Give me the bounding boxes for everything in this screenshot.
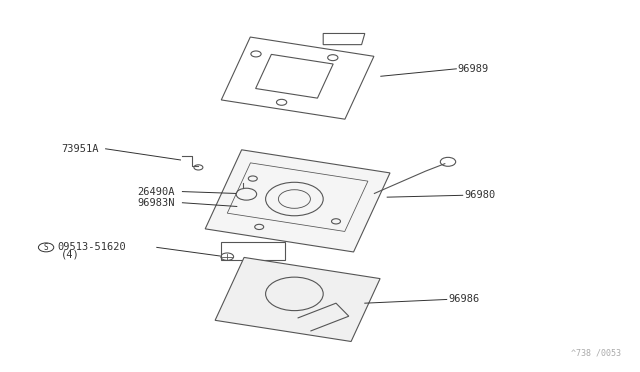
Text: 09513-51620: 09513-51620: [58, 243, 126, 252]
Text: 73951A: 73951A: [61, 144, 99, 154]
Text: S: S: [44, 243, 49, 252]
Text: 96980: 96980: [464, 190, 495, 200]
Text: (4): (4): [61, 250, 79, 260]
Text: ^738 /0053: ^738 /0053: [571, 348, 621, 357]
Text: 26490A: 26490A: [138, 187, 175, 196]
Text: 96989: 96989: [458, 64, 489, 74]
Text: 96986: 96986: [448, 295, 479, 304]
Polygon shape: [205, 150, 390, 252]
Polygon shape: [215, 257, 380, 341]
Text: 96983N: 96983N: [138, 198, 175, 208]
